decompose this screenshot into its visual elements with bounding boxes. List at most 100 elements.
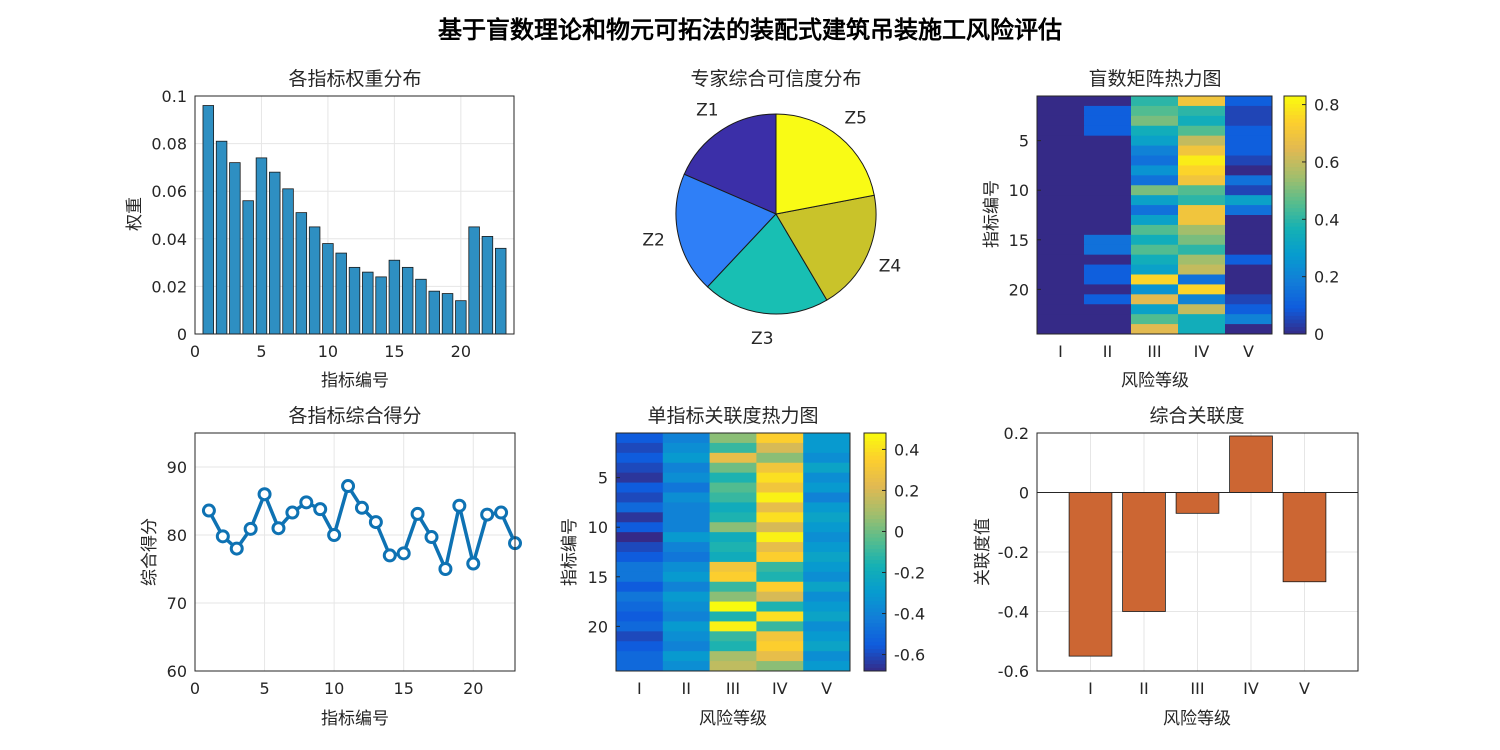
- single-colorbar-segment: [864, 533, 886, 538]
- blind-cell: [1225, 324, 1273, 335]
- single-colorbar-segment: [864, 644, 886, 650]
- single-cell: [616, 433, 664, 444]
- blind-cell: [1037, 135, 1085, 146]
- blind-cell: [1084, 175, 1132, 186]
- single-cell: [616, 522, 664, 533]
- blind-cell: [1037, 254, 1085, 265]
- blind-cell: [1037, 195, 1085, 206]
- blind-colorbar-segment: [1284, 103, 1306, 108]
- single-colorbar-segment: [864, 537, 886, 542]
- scores-point: [201, 503, 216, 518]
- single-cell: [803, 512, 851, 523]
- blind-axes-box: [1036, 95, 1273, 335]
- blind-colorbar-segment: [1284, 174, 1306, 179]
- weights-bar: [242, 200, 254, 335]
- blind-colorbar-segment: [1284, 188, 1306, 194]
- pie-slice: [775, 113, 875, 215]
- blind-colorbar-segment: [1284, 274, 1306, 279]
- scores-point: [438, 562, 453, 576]
- single-cell: [756, 631, 804, 642]
- single-colorbar-segment: [864, 637, 886, 642]
- blind-colorbar-segment: [1284, 222, 1306, 227]
- blind-cell: [1037, 155, 1085, 166]
- blind-ytick-label: 15: [1009, 231, 1029, 250]
- blind-cell: [1084, 115, 1132, 127]
- single-title: 单指标关联度热力图: [647, 405, 818, 427]
- blind-cell: [1084, 294, 1132, 305]
- single-cell: [616, 502, 664, 513]
- blind-cell: [1178, 195, 1226, 206]
- single-colorbar-segment: [864, 566, 886, 572]
- single-cell: [756, 561, 804, 573]
- scores-point: [354, 500, 369, 515]
- blind-cell: [1131, 294, 1179, 305]
- pie-slice: [706, 213, 828, 315]
- single-cell: [709, 552, 757, 563]
- single-colorbar-segment: [864, 481, 886, 486]
- single-colorbar-segment: [864, 552, 886, 557]
- blind-colorbar-segment: [1284, 229, 1306, 235]
- blind-cell: [1131, 254, 1179, 265]
- blind-cell: [1037, 314, 1085, 325]
- single-cell: [756, 502, 804, 513]
- blind-colorbar-segment: [1284, 270, 1306, 275]
- single-cell: [662, 651, 710, 662]
- blind-colorbar-segment: [1284, 203, 1306, 209]
- blind-cell: [1084, 224, 1132, 236]
- blind-xtick-label: II: [1103, 342, 1112, 361]
- blind-colorbar-segment: [1284, 315, 1306, 320]
- scores-point: [382, 548, 397, 563]
- blind-ylabel: 指标编号: [982, 180, 1002, 248]
- single-cell: [709, 532, 757, 543]
- single-cell: [616, 641, 664, 652]
- blind-cell: [1131, 224, 1179, 236]
- single-colorbar-segment: [864, 581, 886, 586]
- single-cell: [616, 561, 664, 573]
- single-cell: [662, 502, 710, 513]
- single-cell: [709, 502, 757, 513]
- single-cell: [803, 561, 851, 573]
- weights-bar: [335, 252, 347, 335]
- single-colorbar-segment: [864, 466, 886, 471]
- blind-cell: [1225, 294, 1273, 305]
- single-cell: [756, 492, 804, 503]
- blind-cell: [1131, 125, 1179, 137]
- single-cell: [616, 532, 664, 543]
- single-colorbar-tick-label: -0.2: [894, 564, 925, 583]
- weights-bar: [388, 259, 401, 335]
- blind-cell: [1178, 185, 1226, 196]
- single-cell: [709, 601, 757, 612]
- blind-cell: [1225, 274, 1273, 285]
- single-cell: [756, 621, 804, 632]
- scores-point: [299, 495, 314, 510]
- blind-xtick-label: I: [1058, 342, 1063, 361]
- weights-bar: [375, 276, 387, 335]
- single-cell: [709, 512, 757, 523]
- blind-cell: [1084, 125, 1132, 137]
- blind-cell: [1225, 135, 1273, 146]
- single-cell: [616, 581, 664, 593]
- blind-cell: [1178, 264, 1226, 275]
- single-cell: [662, 601, 710, 612]
- weights-bar: [401, 266, 414, 335]
- scores-point: [341, 479, 356, 494]
- single-cell: [616, 442, 664, 454]
- single-cell: [662, 482, 710, 493]
- single-cell: [803, 631, 851, 642]
- single-cell: [756, 641, 804, 652]
- single-cell: [803, 641, 851, 652]
- single-colorbar-segment: [864, 473, 886, 479]
- blind-cell: [1084, 274, 1132, 285]
- blind-cell: [1225, 205, 1273, 216]
- pie-slice: [683, 113, 777, 215]
- scores-line-chart: 各指标综合得分 指标编号 综合得分 0 5 10 15 20 60 70 80 90: [140, 405, 522, 729]
- single-cell: [803, 492, 851, 503]
- blind-cell: [1225, 254, 1273, 265]
- blind-colorbar-segment: [1284, 99, 1306, 104]
- single-colorbar-segment: [864, 459, 886, 464]
- blind-colorbar-segment: [1284, 296, 1306, 302]
- blind-cell: [1131, 165, 1179, 176]
- blind-colorbar-segment: [1284, 155, 1306, 160]
- single-cell: [662, 472, 710, 483]
- blind-cell: [1178, 254, 1226, 265]
